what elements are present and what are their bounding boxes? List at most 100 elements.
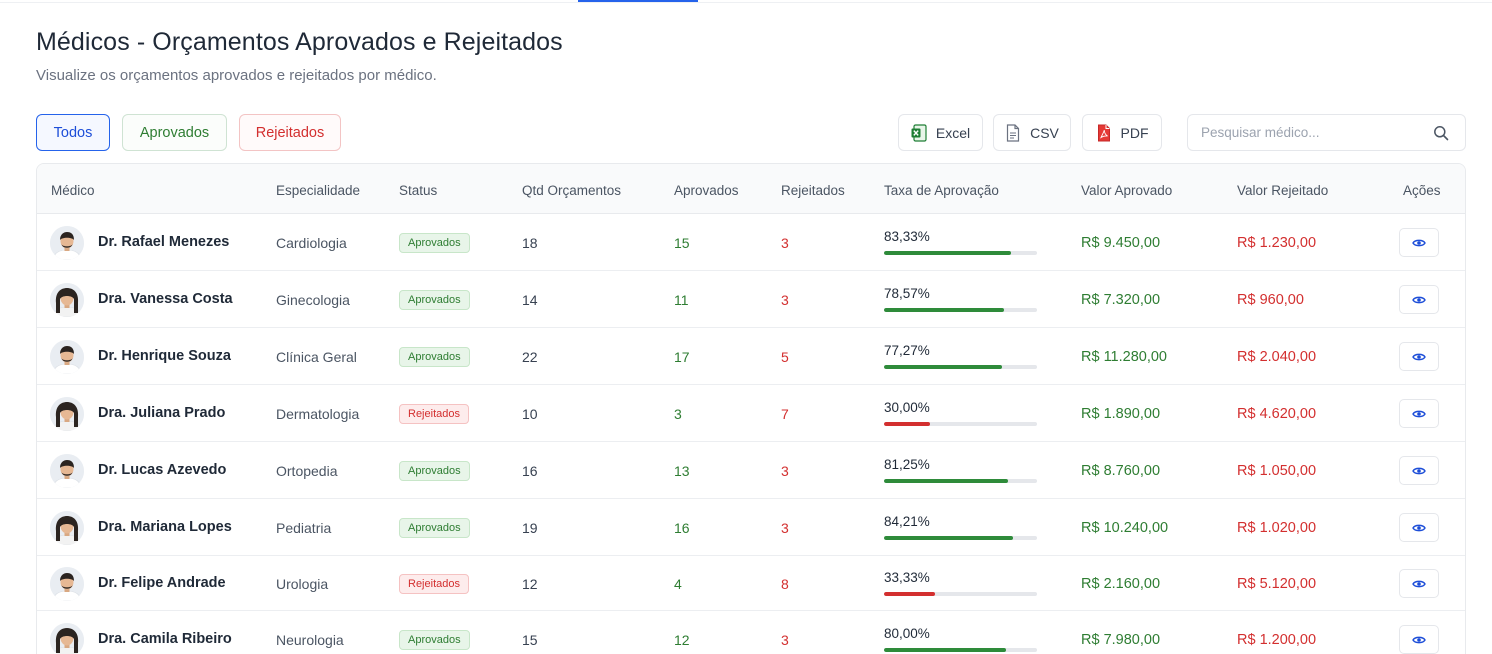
approved-value: R$ 11.280,00 — [1081, 349, 1167, 365]
qtd-orcamentos: 10 — [522, 406, 538, 422]
column-header-status[interactable]: Status — [399, 183, 438, 198]
rejected-value: R$ 1.200,00 — [1237, 632, 1317, 648]
approved-value: R$ 1.890,00 — [1081, 406, 1161, 422]
approval-rate-bar-fill — [884, 536, 1013, 540]
column-header-especialidade[interactable]: Especialidade — [276, 183, 361, 198]
column-header-qtd[interactable]: Qtd Orçamentos — [522, 183, 622, 198]
export-pdf-label: PDF — [1120, 124, 1149, 141]
page-subtitle: Visualize os orçamentos aprovados e reje… — [36, 67, 437, 84]
rejected-value: R$ 1.230,00 — [1237, 235, 1317, 251]
table-row[interactable]: Dra. Mariana Lopes Pediatria Aprovados 19 16… — [37, 499, 1465, 556]
avatar — [50, 567, 84, 601]
approved-value: R$ 8.760,00 — [1081, 463, 1161, 479]
specialty: Cardiologia — [276, 235, 347, 251]
active-tab-indicator — [578, 0, 698, 2]
view-details-button[interactable] — [1399, 228, 1439, 257]
table-row[interactable]: Dr. Lucas Azevedo Ortopedia Aprovados 16 13 3… — [37, 442, 1465, 499]
search-input[interactable] — [1201, 125, 1431, 140]
approved-count: 11 — [674, 292, 689, 308]
table-row[interactable]: Dra. Camila Ribeiro Neurologia Aprovados 15… — [37, 611, 1465, 654]
approved-count: 4 — [674, 576, 682, 592]
eye-icon — [1412, 523, 1426, 533]
avatar — [50, 283, 84, 317]
column-header-valor-aprovado[interactable]: Valor Aprovado — [1081, 183, 1173, 198]
approval-rate-bar-fill — [884, 365, 1003, 369]
filter-aprovados-button[interactable]: Aprovados — [122, 114, 227, 151]
qtd-orcamentos: 22 — [522, 349, 538, 365]
view-details-button[interactable] — [1399, 625, 1439, 654]
filter-todos-button[interactable]: Todos — [36, 114, 110, 151]
column-header-medico[interactable]: Médico — [51, 183, 95, 198]
approval-rate-bar-fill — [884, 422, 930, 426]
pdf-file-icon — [1096, 124, 1112, 142]
specialty: Pediatria — [276, 520, 332, 536]
approval-rate-bar — [884, 648, 1037, 652]
status-badge: Aprovados — [399, 233, 470, 253]
approval-rate-bar — [884, 592, 1037, 596]
qtd-orcamentos: 16 — [522, 463, 538, 479]
view-details-button[interactable] — [1399, 456, 1439, 485]
approval-rate: 30,00% — [884, 400, 930, 415]
approved-value: R$ 2.160,00 — [1081, 576, 1161, 592]
doctor-name[interactable]: Dr. Henrique Souza — [98, 348, 231, 364]
doctor-name[interactable]: Dra. Camila Ribeiro — [98, 631, 232, 647]
rejected-count: 3 — [781, 520, 789, 536]
table-row[interactable]: Dra. Juliana Prado Dermatologia Rejeitados… — [37, 385, 1465, 442]
qtd-orcamentos: 19 — [522, 520, 538, 536]
status-badge: Aprovados — [399, 347, 470, 367]
doctor-name[interactable]: Dra. Mariana Lopes — [98, 519, 232, 535]
view-details-button[interactable] — [1399, 513, 1439, 542]
approval-rate-bar-fill — [884, 308, 1005, 312]
specialty: Ortopedia — [276, 463, 338, 479]
eye-icon — [1412, 635, 1426, 645]
column-header-aprovados[interactable]: Aprovados — [674, 183, 739, 198]
status-badge: Aprovados — [399, 630, 470, 650]
rejected-value: R$ 1.020,00 — [1237, 520, 1317, 536]
view-details-button[interactable] — [1399, 342, 1439, 371]
doctor-name[interactable]: Dr. Lucas Azevedo — [98, 462, 227, 478]
avatar — [50, 623, 84, 654]
search-icon[interactable] — [1433, 125, 1449, 141]
doctor-name[interactable]: Dr. Rafael Menezes — [98, 234, 230, 250]
approval-rate-bar — [884, 536, 1037, 540]
eye-icon — [1412, 352, 1426, 362]
table-row[interactable]: Dr. Felipe Andrade Urologia Rejeitados 12 4 8… — [37, 556, 1465, 611]
page-title: Médicos - Orçamentos Aprovados e Rejeita… — [36, 28, 563, 56]
specialty: Urologia — [276, 576, 329, 592]
table-row[interactable]: Dr. Rafael Menezes Cardiologia Aprovados 18… — [37, 214, 1465, 271]
approved-count: 12 — [674, 632, 690, 648]
export-pdf-button[interactable]: PDF — [1082, 114, 1162, 151]
approval-rate-bar-fill — [884, 251, 1012, 255]
rejected-count: 5 — [781, 349, 789, 365]
specialty: Clínica Geral — [276, 349, 357, 365]
rejected-value: R$ 5.120,00 — [1237, 576, 1317, 592]
column-header-rejeitados[interactable]: Rejeitados — [781, 183, 845, 198]
specialty: Ginecologia — [276, 292, 350, 308]
export-csv-button[interactable]: CSV — [993, 114, 1071, 151]
approval-rate: 84,21% — [884, 514, 930, 529]
avatar — [50, 397, 84, 431]
doctors-table: Médico Especialidade Status Qtd Orçament… — [36, 163, 1466, 654]
approval-rate: 80,00% — [884, 626, 930, 641]
status-badge: Aprovados — [399, 290, 470, 310]
doctor-name[interactable]: Dr. Felipe Andrade — [98, 575, 226, 591]
view-details-button[interactable] — [1399, 399, 1439, 428]
filter-rejeitados-button[interactable]: Rejeitados — [239, 114, 341, 151]
doctor-name[interactable]: Dra. Juliana Prado — [98, 405, 226, 421]
eye-icon — [1412, 466, 1426, 476]
specialty: Dermatologia — [276, 406, 360, 422]
table-header: Médico Especialidade Status Qtd Orçament… — [37, 164, 1465, 214]
status-badge: Aprovados — [399, 518, 470, 538]
view-details-button[interactable] — [1399, 285, 1439, 314]
column-header-valor-rejeitado[interactable]: Valor Rejeitado — [1237, 183, 1329, 198]
table-row[interactable]: Dra. Vanessa Costa Ginecologia Aprovados 14… — [37, 271, 1465, 328]
export-excel-button[interactable]: Excel — [898, 114, 983, 151]
approval-rate-bar — [884, 479, 1037, 483]
approval-rate-bar — [884, 365, 1037, 369]
qtd-orcamentos: 15 — [522, 632, 538, 648]
approval-rate: 78,57% — [884, 286, 930, 301]
view-details-button[interactable] — [1399, 569, 1439, 598]
doctor-name[interactable]: Dra. Vanessa Costa — [98, 291, 233, 307]
table-row[interactable]: Dr. Henrique Souza Clínica Geral Aprovados… — [37, 328, 1465, 385]
column-header-taxa[interactable]: Taxa de Aprovação — [884, 183, 999, 198]
